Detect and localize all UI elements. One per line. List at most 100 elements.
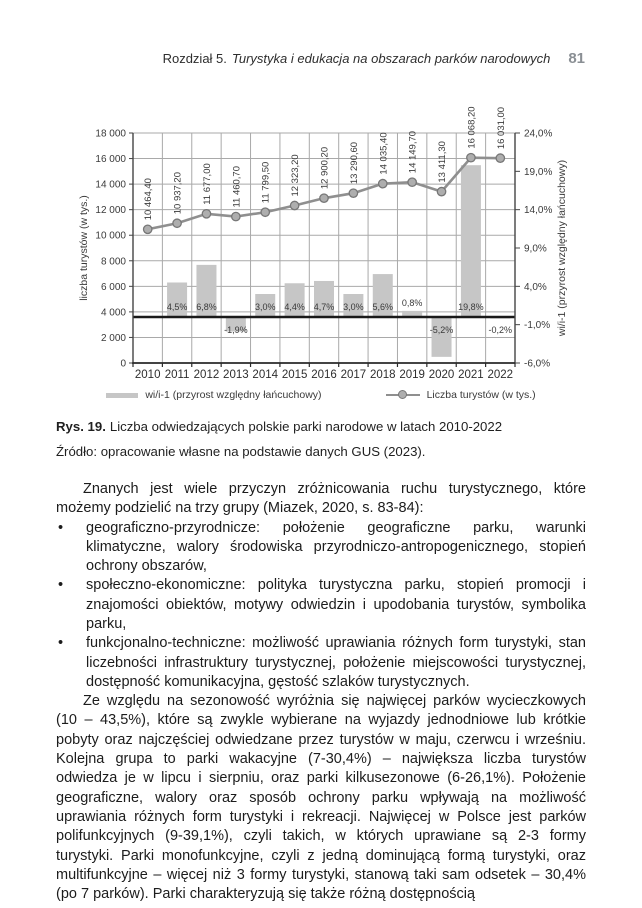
bar-value-label: 5,6%	[373, 302, 394, 312]
right-axis-title: wi/i-1 (przyrost względny łańcuchowy)	[556, 160, 568, 337]
chapter-number: Rozdział 5.	[162, 51, 227, 66]
left-tick-label: 2 000	[101, 333, 126, 344]
x-tick-label: 2020	[429, 369, 455, 381]
right-tick-label: 19,0%	[524, 167, 552, 178]
bar-series	[167, 165, 511, 357]
bullet-text-functional: funkcjonalno-techniczne: możliwość upraw…	[86, 635, 586, 690]
legend-label-line: Liczba turystów (w tys.)	[426, 389, 536, 401]
left-tick-label: 18 000	[95, 129, 126, 140]
x-tick-label: 2010	[135, 369, 161, 381]
right-tick-label: 4,0%	[524, 282, 547, 293]
marker-icon	[466, 152, 476, 163]
x-tick-label: 2015	[282, 369, 308, 381]
marker-icon	[436, 186, 447, 197]
bar-value-label: -0,2%	[489, 325, 513, 335]
bullet-list: • geograficzno-przyrodnicze: położenie g…	[56, 519, 586, 693]
bar-value-label: 19,8%	[458, 302, 484, 312]
marker-icon	[201, 208, 212, 219]
figure-caption-block: Rys. 19. Liczba odwiedzających polskie pa…	[56, 417, 586, 463]
marker-icon	[377, 178, 388, 189]
line-swatch-icon	[385, 390, 420, 399]
x-tick-label: 2014	[252, 369, 278, 381]
right-ticks: -6,0% -1,0% 4,0% 9,0% 14,0% 19,0% 24,0%	[515, 129, 552, 370]
legend-label-bar: wi/i-1 (przyrost względny łańcuchowy)	[145, 389, 322, 401]
left-tick-label: 0	[120, 359, 126, 370]
line-value-label: 16 068,20	[466, 106, 477, 148]
left-ticks: 0 2 000 4 000 6 000 8 000 10 000 12 000 14 000 1…	[95, 129, 133, 370]
line-value-label: 11 460,70	[231, 166, 242, 208]
bar-value-label: 6,8%	[196, 302, 217, 312]
bar-value-label: 3,0%	[255, 302, 276, 312]
x-tick-label: 2021	[458, 369, 484, 381]
bar-labels: 4,5% 6,8% -1,9% 3,0% 4,4% 4,7% 3,0% 5,6% 0,8% -5,…	[167, 298, 512, 335]
line-value-label: 11 677,00	[202, 163, 213, 205]
x-tick-label: 2012	[194, 369, 220, 381]
bar	[167, 282, 188, 317]
x-tick-label: 2017	[341, 369, 367, 381]
bar	[402, 310, 423, 317]
list-item: • funkcjonalno-techniczne: możliwość upr…	[56, 634, 586, 692]
marker-icon	[319, 193, 329, 204]
marker-icon	[495, 153, 506, 164]
bar-value-label: 0,8%	[402, 298, 423, 308]
left-axis-title: liczba turystów (w tys.)	[78, 195, 90, 301]
bar	[225, 317, 246, 332]
x-tick-label: 2013	[223, 369, 249, 381]
v-gridlines	[161, 133, 487, 363]
marker-icon	[289, 200, 300, 211]
line-labels: 10 464,40 10 937,20 11 677,00 11 460,70 11 7…	[143, 106, 507, 220]
x-tick-label: 2019	[399, 369, 425, 381]
bar-value-label: -5,2%	[430, 325, 454, 335]
left-tick-label: 6 000	[101, 282, 126, 293]
bar-swatch-icon	[106, 392, 139, 398]
right-axis-title-group: wi/i-1 (przyrost względny łańcuchowy)	[556, 160, 568, 337]
list-item: • społeczno-ekonomiczne: polityka turyst…	[56, 576, 586, 634]
bar	[372, 274, 393, 317]
left-tick-label: 14 000	[95, 180, 126, 191]
right-tick-label: -1,0%	[524, 320, 550, 331]
legend-item-bar: wi/i-1 (przyrost względny łańcuchowy)	[106, 389, 322, 401]
bullet-text-geographic: geograficzno-przyrodnicze: położenie geo…	[86, 519, 586, 575]
right-tick-label: -6,0%	[524, 359, 550, 370]
figure-caption-label: Rys. 19.	[56, 419, 106, 434]
bullet-text-socioeconomic: społeczno-ekonomiczne: polityka turystyc…	[86, 577, 586, 632]
bar	[431, 317, 452, 357]
chapter-title: Turystyka i edukacja na obszarach parków…	[231, 51, 551, 66]
line-value-label: 13 411,30	[437, 141, 448, 183]
line-value-label: 10 464,40	[143, 178, 154, 220]
marker-icon	[348, 188, 359, 199]
bullet-icon: •	[58, 577, 64, 594]
line-value-label: 14 035,40	[378, 132, 389, 174]
left-axis-title-group: liczba turystów (w tys.)	[78, 195, 90, 301]
line-value-label: 12 323,20	[290, 154, 301, 196]
body-text: Znanych jest wiele przyczyn zróżnicowani…	[56, 480, 586, 905]
paragraph-causes: Znanych jest wiele przyczyn zróżnicowani…	[56, 480, 586, 517]
line-value-label: 11 799,50	[261, 162, 272, 204]
bar-value-label: -1,9%	[224, 325, 248, 335]
bar-value-label: 3,0%	[343, 302, 364, 312]
figure-caption-text: Liczba odwiedzających polskie parki naro…	[109, 419, 503, 434]
line-value-label: 16 031,00	[496, 107, 507, 149]
line-value-label: 10 937,20	[173, 172, 184, 214]
x-ticks: 2010 2011 2012 2013 2014 2015 2016 2017 2018 2019…	[132, 363, 516, 381]
right-tick-label: 9,0%	[524, 244, 547, 255]
list-item: • geograficzno-przyrodnicze: położenie g…	[56, 519, 586, 577]
bar	[196, 264, 217, 317]
legend-item-line: Liczba turystów (w tys.)	[385, 389, 536, 401]
marker-icon	[260, 207, 271, 218]
line-value-label: 13 290,60	[349, 142, 360, 184]
line-value-label: 12 900,20	[320, 147, 331, 189]
paragraph-seasonality: Ze względu na sezonowość wyróżnia się na…	[56, 693, 586, 903]
left-tick-label: 10 000	[95, 231, 126, 242]
figure-caption: Rys. 19. Liczba odwiedzających polskie pa…	[56, 417, 586, 437]
right-tick-label: 14,0%	[524, 205, 552, 216]
x-tick-label: 2022	[488, 369, 514, 381]
marker-icon	[172, 218, 182, 229]
bullet-icon: •	[58, 635, 64, 652]
figure-source: Źródło: opracowanie własne na podstawie …	[56, 444, 426, 460]
chart-svg: 4,5% 6,8% -1,9% 3,0% 4,4% 4,7% 3,0% 5,6% 0,8% -5,…	[78, 106, 568, 381]
bar-value-label: 4,7%	[314, 302, 335, 312]
right-tick-label: 24,0%	[524, 129, 552, 140]
left-tick-label: 12 000	[95, 205, 126, 216]
bar	[255, 294, 276, 317]
